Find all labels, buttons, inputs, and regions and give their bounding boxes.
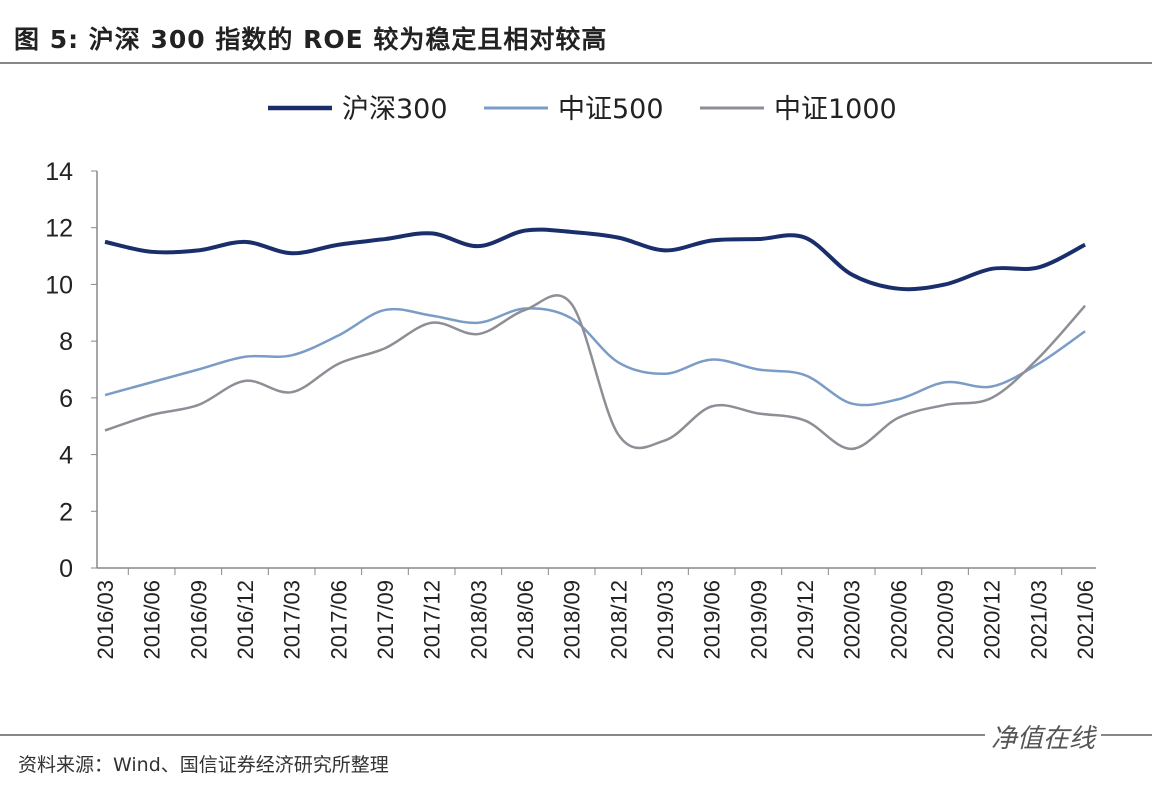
- x-tick-label: 2016/06: [140, 580, 165, 660]
- y-tick-label: 14: [45, 158, 73, 186]
- x-tick-label: 2016/03: [93, 580, 118, 660]
- x-tick-label: 2021/03: [1026, 580, 1051, 660]
- series-line-1: [104, 307, 1086, 407]
- x-tick-label: 2016/12: [233, 580, 258, 660]
- x-tick-label: 2019/06: [700, 580, 725, 660]
- x-tick-label: 2017/09: [373, 580, 398, 660]
- y-tick-label: 6: [59, 385, 73, 413]
- y-tick-label: 2: [59, 498, 73, 526]
- legend-label: 中证1000: [774, 94, 897, 125]
- x-tick-label: 2017/06: [326, 580, 351, 660]
- legend-label: 中证500: [558, 94, 664, 125]
- x-tick-label: 2020/09: [933, 580, 958, 660]
- x-tick-label: 2018/09: [560, 580, 585, 660]
- x-tick-label: 2020/03: [840, 580, 865, 660]
- series-line-2: [104, 294, 1087, 451]
- x-tick-label: 2018/03: [466, 580, 491, 660]
- x-tick-label: 2018/12: [606, 580, 631, 660]
- series-line-0: [104, 227, 1086, 292]
- x-tick-label: 2016/09: [186, 580, 211, 660]
- x-tick-label: 2020/06: [886, 580, 911, 660]
- x-tick-label: 2019/09: [746, 580, 771, 660]
- x-tick-label: 2019/03: [653, 580, 678, 660]
- x-tick-label: 2017/12: [420, 580, 445, 660]
- footer-divider: [0, 734, 1152, 736]
- y-tick-label: 12: [45, 215, 73, 243]
- y-tick-label: 10: [45, 271, 73, 299]
- legend-label: 沪深300: [342, 94, 448, 125]
- title-divider: [0, 62, 1152, 64]
- watermark: 净值在线: [985, 718, 1102, 755]
- y-tick-label: 0: [59, 555, 73, 583]
- x-tick-label: 2021/06: [1073, 580, 1098, 660]
- y-tick-label: 8: [59, 328, 73, 356]
- figure-title: 图 5: 沪深 300 指数的 ROE 较为稳定且相对较高: [14, 25, 608, 54]
- x-tick-label: 2017/03: [280, 580, 305, 660]
- x-tick-label: 2020/12: [980, 580, 1005, 660]
- x-tick-label: 2018/06: [513, 580, 538, 660]
- x-tick-label: 2019/12: [793, 580, 818, 660]
- y-tick-label: 4: [59, 442, 73, 470]
- source-note: 资料来源：Wind、国信证券经济研究所整理: [18, 754, 389, 776]
